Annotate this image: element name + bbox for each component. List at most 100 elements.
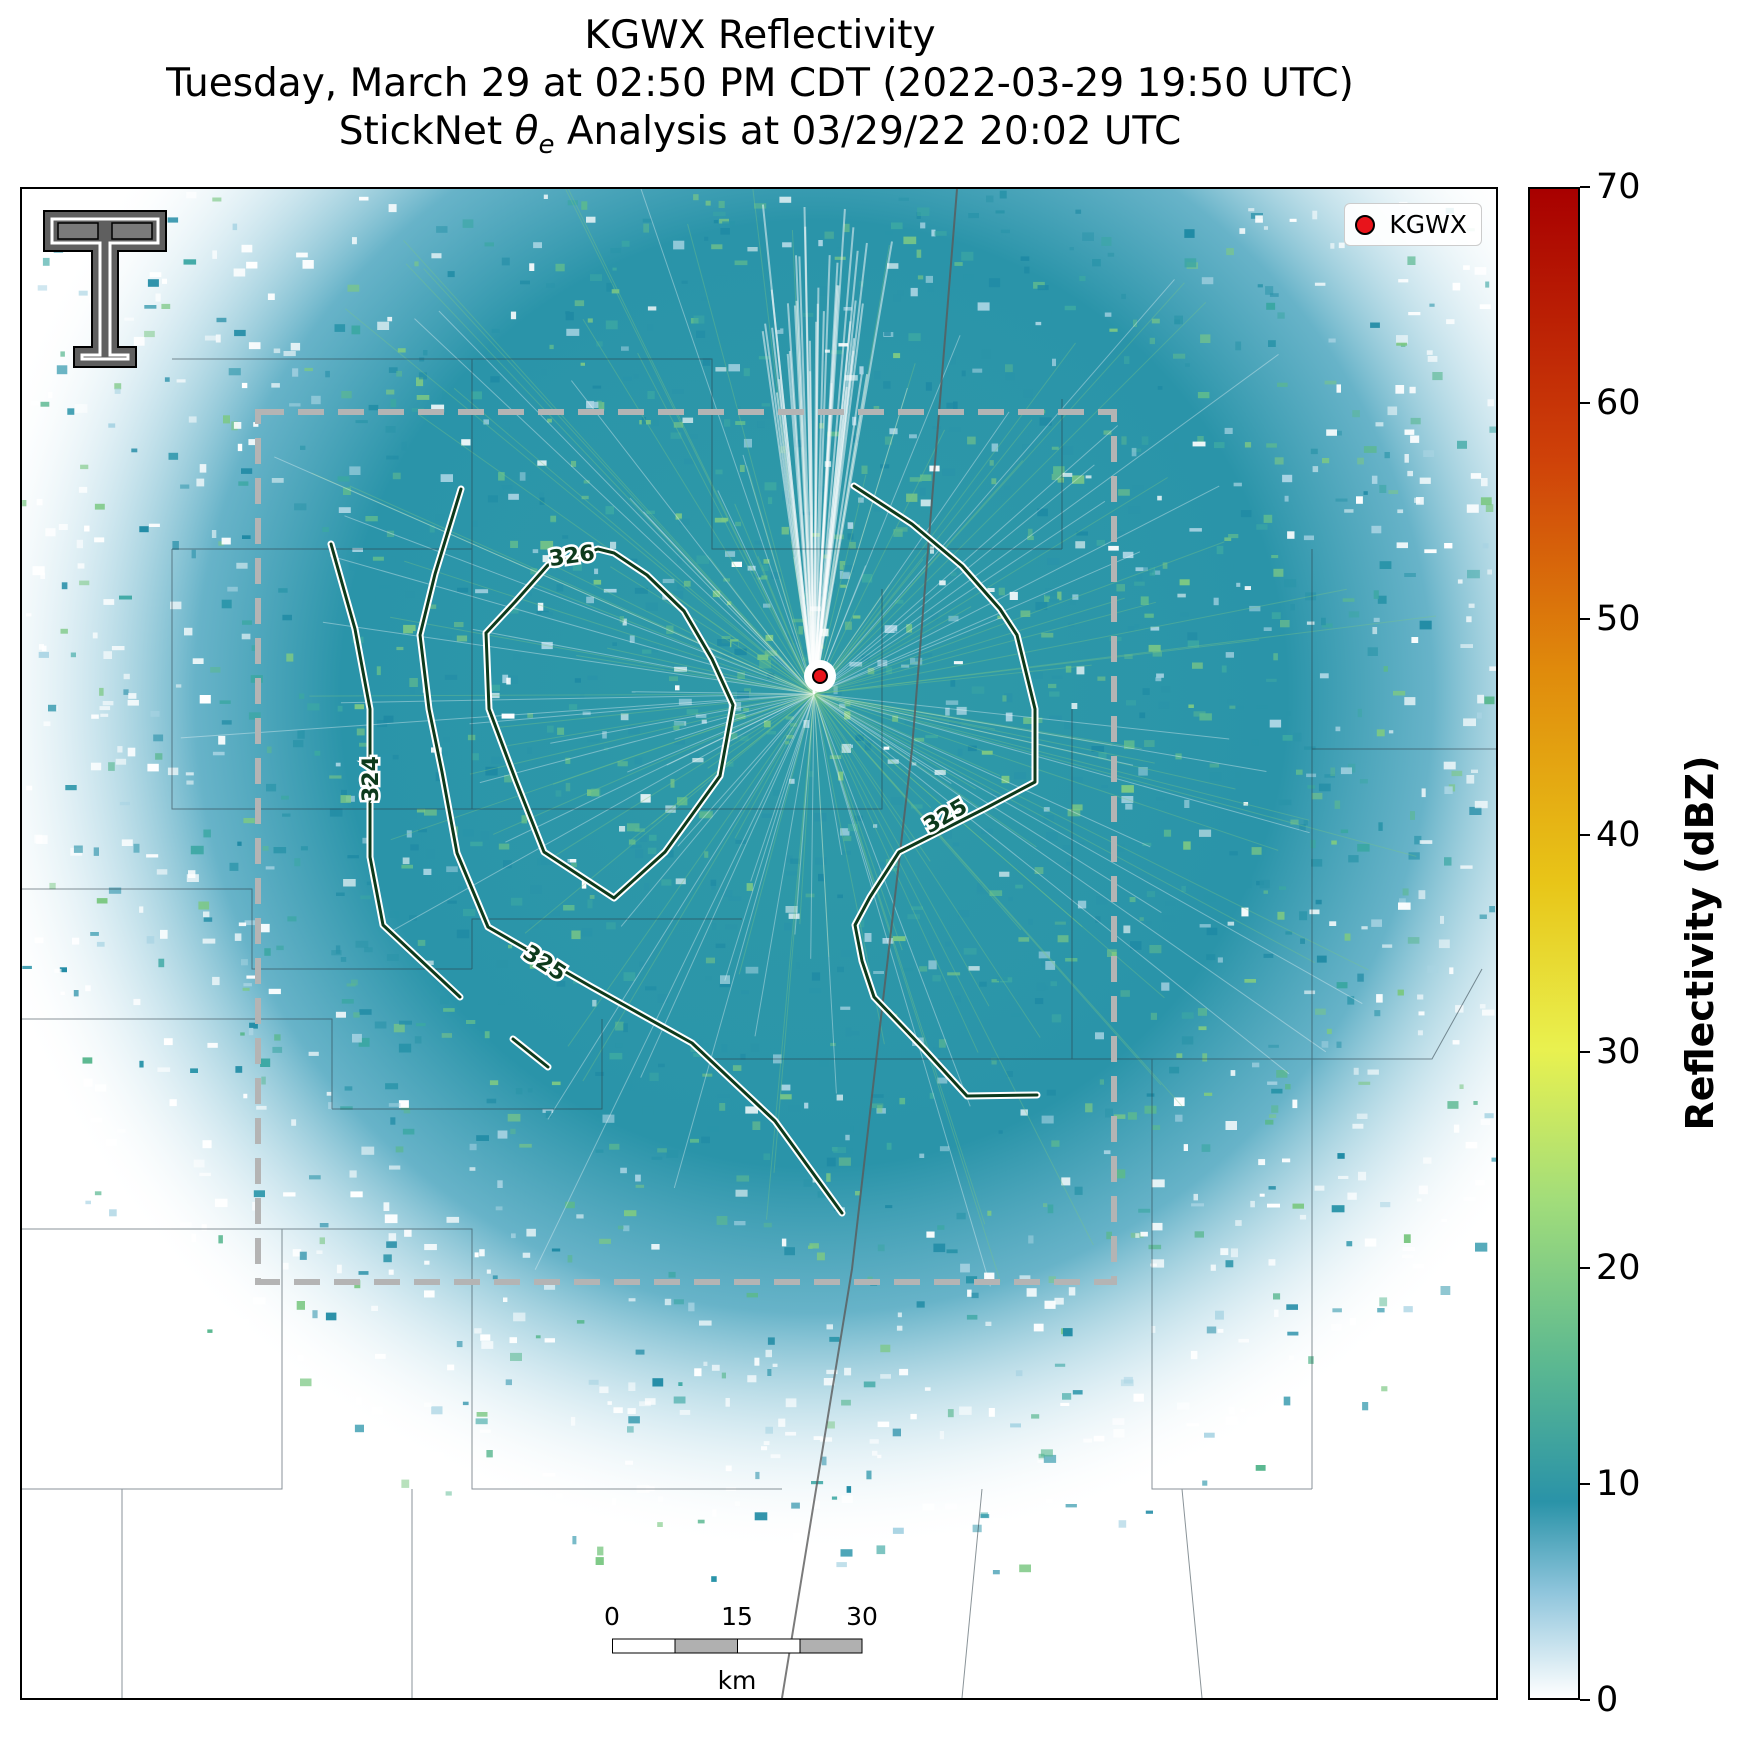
reflectivity-gate: [1138, 1208, 1151, 1213]
reflectivity-gate: [496, 960, 508, 968]
radar-radial: [813, 639, 1259, 695]
reflectivity-gate: [1230, 1070, 1236, 1076]
reflectivity-gate: [199, 464, 207, 473]
reflectivity-gate: [840, 1006, 851, 1010]
reflectivity-gate: [527, 747, 533, 754]
reflectivity-gate: [725, 1465, 732, 1472]
reflectivity-gate: [763, 1441, 770, 1445]
reflectivity-gate: [567, 859, 577, 863]
reflectivity-gate: [1256, 524, 1268, 530]
radar-map[interactable]: 324 325 326 325 KGWX 0 15 30: [20, 187, 1498, 1700]
reflectivity-gate: [292, 368, 299, 377]
reflectivity-gate: [114, 383, 122, 390]
reflectivity-gate: [1077, 900, 1087, 909]
reflectivity-gate: [442, 391, 453, 399]
reflectivity-gate: [386, 954, 399, 961]
reflectivity-gate: [1268, 340, 1276, 347]
reflectivity-gate: [1085, 1103, 1093, 1113]
reflectivity-gate: [1410, 417, 1421, 425]
reflectivity-gate: [1175, 1114, 1183, 1122]
reflectivity-gate: [669, 676, 678, 682]
reflectivity-gate: [657, 1522, 663, 1527]
reflectivity-gate: [1067, 622, 1075, 628]
reflectivity-gate: [721, 1044, 728, 1053]
reflectivity-gate: [146, 854, 159, 858]
reflectivity-gate: [212, 976, 220, 986]
reflectivity-gate: [961, 370, 966, 377]
reflectivity-gate: [1156, 797, 1165, 801]
reflectivity-gate: [1451, 770, 1463, 777]
reflectivity-gate: [1382, 944, 1393, 948]
reflectivity-gate: [1330, 243, 1335, 249]
reflectivity-gate: [544, 1338, 555, 1343]
reflectivity-gate: [383, 1202, 390, 1211]
reflectivity-gate: [381, 624, 389, 633]
reflectivity-gate: [1319, 673, 1329, 679]
reflectivity-gate: [344, 1086, 353, 1091]
reflectivity-gate: [950, 679, 956, 687]
reflectivity-gate: [1140, 1231, 1148, 1237]
reflectivity-gate: [417, 939, 426, 946]
reflectivity-gate: [1065, 958, 1078, 962]
reflectivity-gate: [1465, 1141, 1478, 1149]
reflectivity-gate: [818, 240, 823, 247]
reflectivity-gate: [1429, 303, 1435, 307]
reflectivity-gate: [1489, 666, 1496, 671]
reflectivity-gate: [1318, 783, 1331, 792]
reflectivity-gate: [755, 1471, 760, 1480]
reflectivity-gate: [1048, 683, 1057, 689]
reflectivity-gate: [1476, 1241, 1489, 1245]
reflectivity-gate: [572, 1536, 577, 1545]
reflectivity-gate: [227, 586, 238, 592]
reflectivity-gate: [398, 1100, 409, 1108]
reflectivity-gate: [947, 1409, 954, 1418]
reflectivity-gate: [1161, 982, 1170, 991]
reflectivity-gate: [819, 1057, 829, 1067]
reflectivity-gate: [734, 1221, 746, 1226]
reflectivity-gate: [1114, 374, 1124, 378]
reflectivity-gate: [809, 988, 822, 994]
reflectivity-gate: [223, 415, 230, 424]
reflectivity-gate: [945, 941, 951, 947]
reflectivity-gate: [309, 1175, 321, 1180]
reflectivity-gate: [831, 1147, 838, 1152]
radar-radial: [813, 693, 877, 894]
scale-tick-0: 0: [604, 1602, 620, 1631]
reflectivity-gate: [241, 633, 251, 640]
reflectivity-gate: [39, 1113, 46, 1122]
reflectivity-gate: [989, 890, 1003, 896]
reflectivity-gate: [785, 871, 798, 876]
reflectivity-gate: [1336, 1041, 1342, 1048]
reflectivity-gate: [938, 1039, 946, 1048]
reflectivity-gate: [42, 257, 50, 266]
reflectivity-gate: [804, 1102, 809, 1109]
reflectivity-gate: [395, 1146, 404, 1153]
reflectivity-gate: [795, 962, 800, 970]
reflectivity-gate: [341, 999, 354, 1004]
reflectivity-gate: [1256, 705, 1268, 709]
reflectivity-gate: [76, 539, 83, 549]
reflectivity-gate: [1273, 1293, 1281, 1300]
reflectivity-gate: [1431, 1277, 1439, 1284]
reflectivity-gate: [1441, 1218, 1448, 1223]
reflectivity-gate: [617, 1225, 624, 1230]
reflectivity-gate: [953, 661, 963, 665]
reflectivity-gate: [774, 325, 781, 330]
reflectivity-gate: [726, 761, 734, 767]
reflectivity-gate: [329, 808, 343, 817]
reflectivity-gate: [260, 1058, 271, 1067]
beam-blockage-radial: [771, 327, 815, 695]
reflectivity-gate: [506, 677, 511, 685]
reflectivity-gate: [1116, 584, 1125, 592]
radar-radial: [620, 693, 815, 927]
reflectivity-gate: [880, 464, 890, 469]
reflectivity-gate: [747, 565, 756, 571]
reflectivity-gate: [1263, 514, 1273, 523]
reflectivity-gate: [1124, 356, 1130, 364]
reflectivity-gate: [833, 1147, 847, 1153]
reflectivity-gate: [1463, 1196, 1476, 1201]
reflectivity-gate: [587, 675, 598, 681]
reflectivity-gate: [1258, 1159, 1266, 1166]
colorbar-tick: [1580, 618, 1590, 621]
reflectivity-gate: [1321, 1041, 1329, 1048]
